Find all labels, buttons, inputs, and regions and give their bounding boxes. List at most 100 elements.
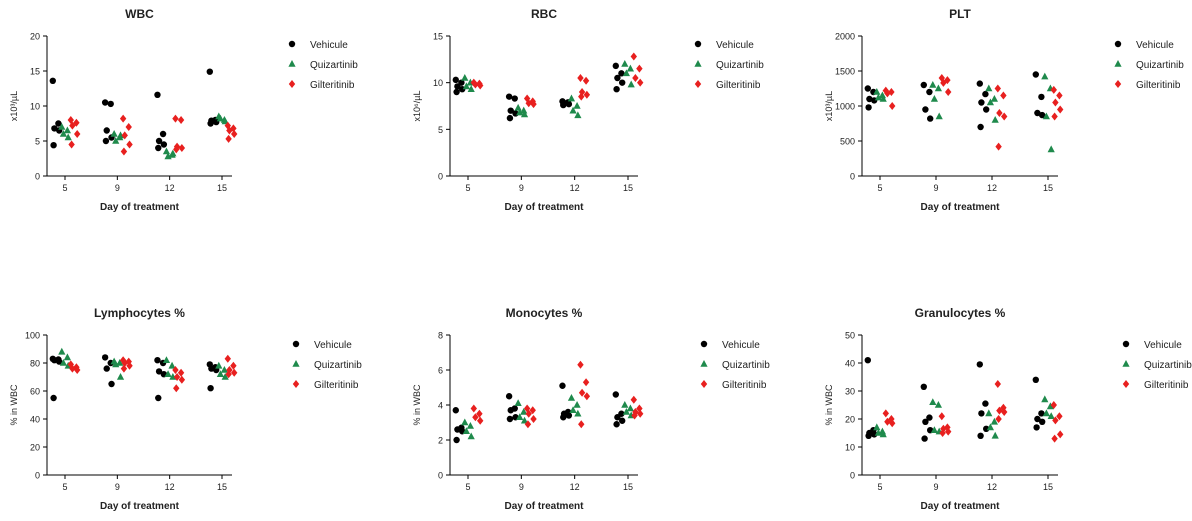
data-point-vehicule — [982, 400, 989, 407]
x-tick-label: 12 — [570, 482, 580, 492]
chart-title: WBC — [125, 7, 154, 21]
data-point-vehicule — [452, 407, 459, 414]
y-tick-label: 10 — [845, 443, 855, 453]
legend-label: Vehicule — [1136, 40, 1174, 51]
data-point-quizartinib — [873, 88, 881, 95]
x-tick-label: 5 — [465, 183, 470, 193]
data-point-gilteritinib — [630, 52, 637, 61]
data-point-gilteritinib — [178, 144, 186, 152]
y-tick-label: 500 — [840, 137, 855, 147]
data-point-vehicule — [977, 123, 984, 131]
x-axis-label: Day of treatment — [100, 501, 180, 512]
data-point-quizartinib — [59, 359, 67, 366]
data-point-gilteritinib — [945, 427, 952, 436]
data-point-gilteritinib — [68, 140, 75, 149]
data-point-vehicule — [978, 99, 985, 106]
data-point-vehicule — [1034, 415, 1041, 423]
data-point-vehicule — [101, 354, 109, 361]
data-point-gilteritinib — [1057, 430, 1064, 439]
x-tick-label: 9 — [519, 183, 524, 193]
data-point-gilteritinib — [889, 419, 896, 428]
data-point-vehicule — [55, 120, 62, 127]
data-point-gilteritinib — [1050, 401, 1057, 409]
data-point-quizartinib — [878, 91, 886, 99]
data-point-gilteritinib — [577, 74, 584, 82]
data-point-vehicule — [1033, 424, 1040, 431]
data-point-gilteritinib — [938, 412, 945, 421]
legend-label: Gilteritinib — [1144, 380, 1189, 391]
y-tick-label: 100 — [25, 331, 40, 341]
data-point-gilteritinib — [882, 86, 889, 95]
legend-marker-vehicule — [1114, 40, 1122, 48]
legend-label: Vehicule — [314, 340, 352, 351]
y-tick-label: 5 — [438, 125, 443, 135]
data-point-quizartinib — [569, 406, 577, 414]
data-point-quizartinib — [567, 94, 576, 102]
y-tick-label: 0 — [850, 471, 855, 481]
data-point-quizartinib — [215, 361, 223, 369]
data-point-gilteritinib — [121, 359, 128, 367]
data-point-gilteritinib — [1052, 98, 1059, 107]
data-point-quizartinib — [627, 80, 635, 88]
y-tick-label: 40 — [845, 359, 855, 369]
data-point-quizartinib — [116, 131, 125, 139]
legend-marker-vehicule — [700, 340, 708, 348]
data-point-vehicule — [976, 80, 983, 87]
chart-title: Granulocytes % — [915, 306, 1006, 320]
data-point-quizartinib — [461, 418, 469, 426]
legend-marker-vehicule — [288, 40, 296, 48]
y-tick-label: 8 — [438, 331, 443, 341]
data-point-quizartinib — [985, 84, 993, 92]
data-point-gilteritinib — [119, 114, 127, 123]
chart-title: RBC — [531, 7, 557, 21]
data-point-quizartinib — [520, 110, 529, 118]
data-point-quizartinib — [1042, 112, 1050, 120]
data-point-gilteritinib — [224, 354, 231, 363]
data-point-gilteritinib — [884, 89, 891, 98]
data-point-vehicule — [453, 436, 460, 444]
data-point-quizartinib — [112, 137, 120, 144]
data-point-vehicule — [507, 407, 514, 414]
data-point-gilteritinib — [578, 420, 585, 429]
data-point-quizartinib — [934, 401, 942, 408]
data-point-gilteritinib — [120, 147, 128, 156]
data-point-quizartinib — [116, 359, 124, 366]
y-tick-label: 15 — [433, 32, 443, 42]
data-point-vehicule — [982, 90, 989, 98]
legend-label: Quizartinib — [310, 60, 358, 71]
data-point-quizartinib — [461, 74, 469, 81]
y-axis-label: % in WBC — [412, 384, 422, 426]
data-point-gilteritinib — [944, 76, 951, 85]
data-point-quizartinib — [626, 404, 634, 412]
legend-label: Vehicule — [310, 40, 348, 51]
data-point-vehicule — [49, 77, 56, 85]
data-point-vehicule — [206, 68, 213, 75]
data-point-gilteritinib — [884, 417, 891, 426]
data-point-gilteritinib — [172, 114, 179, 123]
data-point-quizartinib — [520, 408, 528, 415]
data-point-gilteritinib — [231, 368, 238, 377]
data-point-quizartinib — [874, 93, 882, 101]
data-point-quizartinib — [1042, 409, 1050, 417]
data-point-gilteritinib — [1001, 112, 1008, 121]
data-point-quizartinib — [930, 426, 938, 433]
y-tick-label: 1000 — [835, 102, 855, 112]
data-point-gilteritinib — [121, 131, 128, 140]
data-point-quizartinib — [1041, 72, 1049, 80]
data-point-gilteritinib — [1000, 91, 1007, 100]
data-point-vehicule — [613, 421, 620, 428]
legend-label: Quizartinib — [722, 360, 770, 371]
data-point-quizartinib — [621, 60, 629, 67]
data-point-gilteritinib — [126, 361, 133, 370]
data-point-gilteritinib — [578, 388, 586, 397]
data-point-vehicule — [619, 79, 626, 86]
data-point-quizartinib — [573, 401, 581, 408]
data-point-gilteritinib — [939, 429, 946, 437]
y-tick-label: 6 — [438, 366, 443, 376]
legend-marker-quizartinib — [1122, 360, 1130, 367]
data-point-quizartinib — [63, 126, 71, 134]
legend-label: Gilteritinib — [722, 380, 767, 391]
data-point-gilteritinib — [630, 395, 637, 404]
chart-panel: RBC 0 5 10 15 x10⁶/µL 5 9 12 15 Day of treatment Ve… — [412, 7, 764, 213]
legend-marker-vehicule — [1122, 340, 1130, 348]
